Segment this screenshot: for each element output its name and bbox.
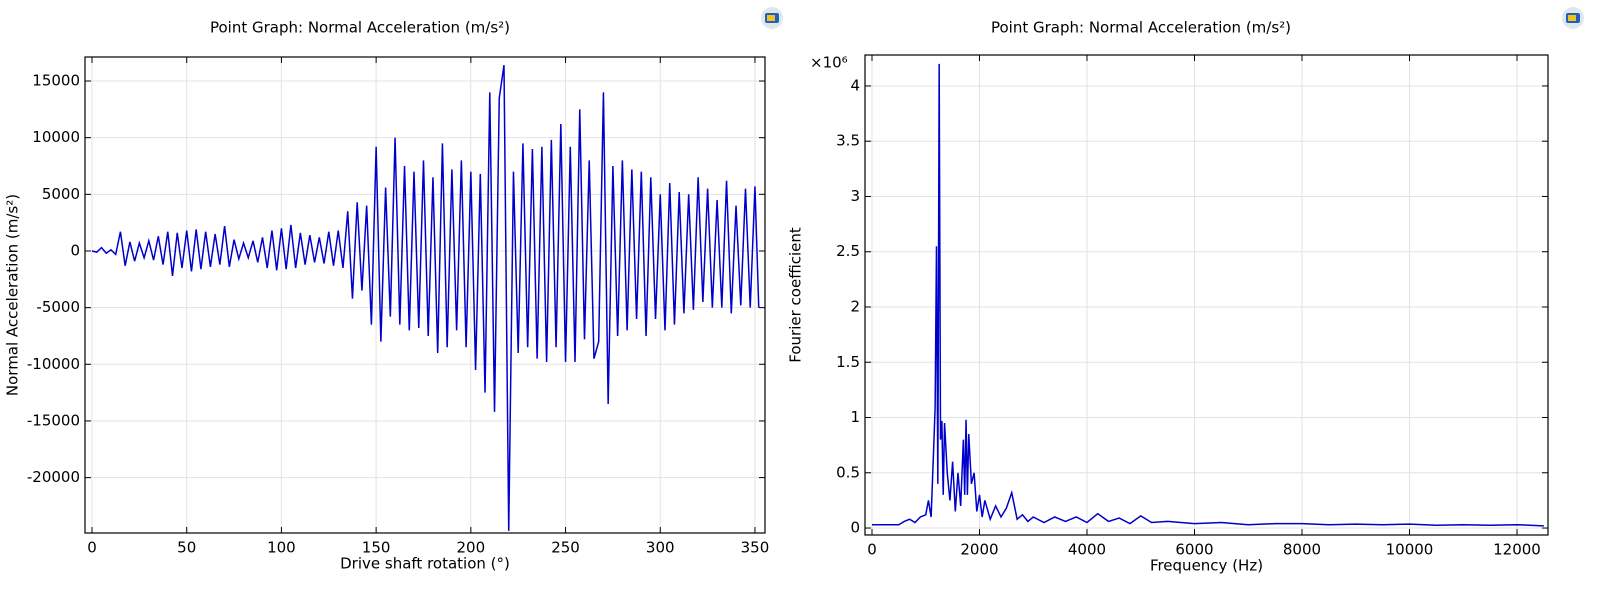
x-tick-label: 300 — [646, 539, 675, 557]
y-tick-label: 3.5 — [836, 132, 860, 150]
x-tick-label: 100 — [267, 539, 296, 557]
y-tick-label: -15000 — [27, 411, 80, 429]
x-tick-label: 12000 — [1493, 541, 1541, 559]
y-tick-label: 2.5 — [836, 242, 860, 260]
y-axis-label: Fourier coefficient — [787, 227, 805, 363]
y-tick-label: 15000 — [32, 72, 80, 90]
x-tick-label: 200 — [457, 539, 486, 557]
x-tick-label: 8000 — [1283, 541, 1321, 559]
x-tick-label: 10000 — [1386, 541, 1434, 559]
y-tick-label: 3 — [850, 187, 860, 205]
x-tick-label: 2000 — [960, 541, 998, 559]
data-line — [871, 63, 1544, 527]
y-tick-label: 1.5 — [836, 353, 860, 371]
x-tick-label: 250 — [551, 539, 580, 557]
y-axis-label: Normal Acceleration (m/s²) — [4, 194, 22, 396]
data-line — [91, 65, 760, 531]
x-tick-label: 0 — [867, 541, 877, 559]
x-axis-label: Frequency (Hz) — [1150, 557, 1263, 575]
y-tick-label: -20000 — [27, 468, 80, 486]
y-tick-label: -5000 — [36, 298, 80, 316]
x-tick-label: 150 — [362, 539, 391, 557]
y-tick-label: 2 — [850, 297, 860, 315]
plot-frame — [864, 54, 1549, 536]
y-tick-label: 5000 — [42, 185, 80, 203]
x-tick-label: 50 — [177, 539, 196, 557]
chart-title: Point Graph: Normal Acceleration (m/s²) — [991, 19, 1291, 37]
logo — [761, 7, 1584, 29]
y-tick-label: 0.5 — [836, 463, 860, 481]
y-tick-label: 0 — [70, 241, 80, 259]
x-tick-label: 6000 — [1175, 541, 1213, 559]
y-multiplier: ×10⁶ — [810, 54, 848, 72]
plot-frame — [84, 56, 766, 534]
x-tick-label: 4000 — [1068, 541, 1106, 559]
x-tick-label: 0 — [87, 539, 97, 557]
y-tick-label: 1 — [850, 408, 860, 426]
x-tick-label: 350 — [741, 539, 770, 557]
y-tick-label: -10000 — [27, 355, 80, 373]
y-tick-label: 10000 — [32, 128, 80, 146]
x-axis-label: Drive shaft rotation (°) — [340, 555, 510, 573]
chart-title: Point Graph: Normal Acceleration (m/s²) — [210, 19, 510, 37]
y-tick-label: 0 — [850, 519, 860, 537]
y-tick-label: 4 — [850, 76, 860, 94]
